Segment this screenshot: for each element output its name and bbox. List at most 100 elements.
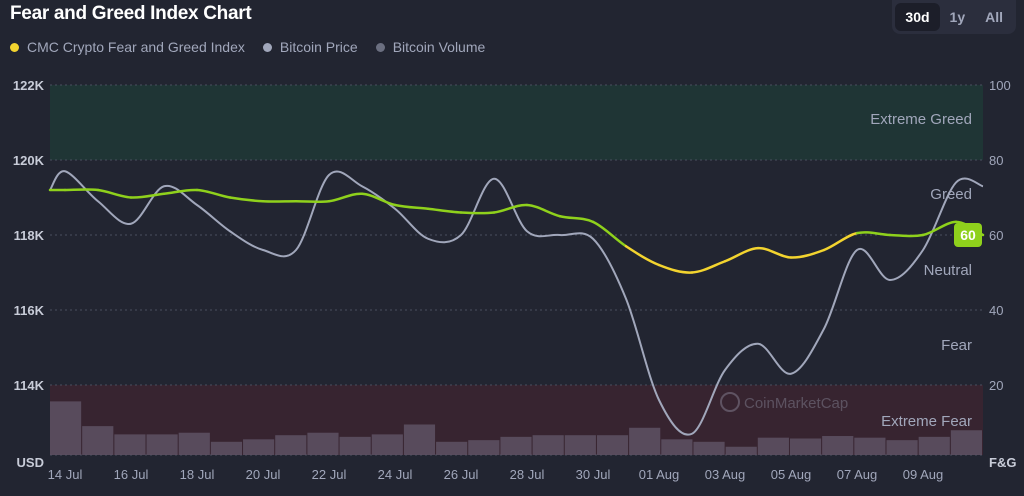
left-axis-tick: 116K bbox=[14, 303, 45, 318]
left-axis-tick: 114K bbox=[14, 378, 45, 393]
fear-greed-line-segment bbox=[228, 196, 265, 203]
x-axis-tick: 01 Aug bbox=[639, 467, 680, 482]
x-axis-tick: 03 Aug bbox=[705, 467, 746, 482]
left-axis-tick: 118K bbox=[14, 228, 45, 243]
fear-greed-line-segment bbox=[591, 220, 628, 248]
legend-item-bitcoin-volume[interactable]: Bitcoin Volume bbox=[375, 39, 486, 55]
fear-greed-line-segment bbox=[393, 203, 430, 210]
x-axis-tick: 07 Aug bbox=[837, 467, 878, 482]
legend-item-fear-greed[interactable]: CMC Crypto Fear and Greed Index bbox=[10, 39, 245, 55]
zone-label: Fear bbox=[941, 337, 972, 354]
fear-greed-line-segment bbox=[888, 233, 925, 238]
volume-bar bbox=[82, 426, 114, 455]
left-axis-label: USD bbox=[17, 455, 44, 470]
volume-bar bbox=[596, 435, 629, 455]
range-1y-button[interactable]: 1y bbox=[949, 9, 966, 25]
volume-bar bbox=[693, 441, 725, 455]
fear-greed-line-segment bbox=[327, 192, 364, 203]
current-value-text: 60 bbox=[960, 227, 976, 243]
legend-dot-icon bbox=[262, 42, 272, 52]
fear-greed-line-segment bbox=[855, 231, 892, 237]
current-value-badge bbox=[954, 223, 982, 247]
volume-bar bbox=[854, 437, 886, 455]
fear-greed-line-segment bbox=[63, 188, 100, 192]
x-axis-tick: 22 Jul bbox=[312, 467, 347, 482]
coinmarketcap-logo-icon bbox=[720, 392, 740, 412]
volume-bar bbox=[403, 424, 436, 455]
right-axis-tick: 20 bbox=[989, 378, 1003, 393]
fear-greed-line-segment bbox=[723, 246, 760, 263]
fear-greed-line-segment bbox=[294, 200, 331, 204]
fear-greed-line-segment bbox=[162, 188, 199, 195]
volume-bar bbox=[436, 441, 468, 455]
x-axis-tick: 14 Jul bbox=[48, 467, 83, 482]
range-all-button[interactable]: All bbox=[985, 9, 1003, 25]
range-selector: 30d 1y All bbox=[892, 0, 1016, 34]
x-axis-tick: 16 Jul bbox=[114, 467, 149, 482]
volume-bar bbox=[371, 434, 403, 455]
x-axis-tick: 18 Jul bbox=[180, 467, 215, 482]
volume-bar bbox=[275, 435, 307, 455]
zone-label: Greed bbox=[930, 186, 972, 203]
x-axis-tick: 20 Jul bbox=[246, 467, 281, 482]
x-axis-tick: 09 Aug bbox=[903, 467, 944, 482]
x-axis-tick: 30 Jul bbox=[576, 467, 611, 482]
zone-extreme-greed bbox=[50, 85, 983, 160]
page-title: Fear and Greed Index Chart bbox=[10, 3, 252, 24]
watermark: CoinMarketCap bbox=[744, 395, 848, 412]
volume-bar bbox=[339, 436, 371, 455]
fear-greed-line-segment bbox=[921, 220, 958, 237]
volume-bar bbox=[661, 439, 693, 455]
x-axis-tick: 26 Jul bbox=[444, 467, 479, 482]
volume-bar bbox=[307, 432, 339, 455]
fear-greed-line-segment bbox=[492, 203, 529, 214]
x-axis-tick: 24 Jul bbox=[378, 467, 413, 482]
legend-dot-icon bbox=[10, 42, 19, 52]
fear-greed-line-segment bbox=[195, 188, 232, 199]
fear-greed-line-segment bbox=[459, 211, 496, 215]
fear-greed-line-segment bbox=[789, 248, 826, 259]
legend-label: Bitcoin Volume bbox=[392, 39, 486, 55]
fear-greed-line-segment bbox=[360, 192, 397, 207]
left-axis-tick: 120K bbox=[13, 153, 45, 168]
fear-greed-line-segment bbox=[756, 246, 793, 259]
volume-bar bbox=[918, 436, 950, 455]
legend-item-bitcoin-price[interactable]: Bitcoin Price bbox=[262, 39, 358, 55]
fear-greed-line-segment bbox=[426, 207, 463, 214]
fear-greed-line-segment bbox=[96, 188, 133, 199]
volume-bar bbox=[178, 432, 210, 455]
right-axis-tick: 40 bbox=[989, 303, 1003, 318]
volume-bar bbox=[822, 436, 854, 455]
x-axis-tick: 05 Aug bbox=[771, 467, 812, 482]
chart-legend: CMC Crypto Fear and Greed Index Bitcoin … bbox=[10, 39, 485, 55]
right-axis-tick: 80 bbox=[989, 153, 1003, 168]
volume-bar bbox=[886, 440, 918, 455]
volume-bar bbox=[757, 437, 789, 455]
left-axis-tick: 122K bbox=[13, 78, 45, 93]
zone-label: Extreme Fear bbox=[881, 413, 972, 430]
volume-bar bbox=[50, 401, 82, 455]
volume-bar bbox=[210, 441, 243, 455]
volume-bar bbox=[564, 435, 596, 455]
fear-greed-line-segment bbox=[690, 260, 727, 274]
volume-bar bbox=[629, 427, 661, 455]
fear-greed-line-segment bbox=[624, 245, 661, 267]
fear-greed-line-segment bbox=[129, 192, 166, 199]
x-axis-tick: 28 Jul bbox=[510, 467, 545, 482]
range-30d-button[interactable]: 30d bbox=[895, 3, 940, 31]
zone-label: Neutral bbox=[924, 262, 972, 279]
volume-bar bbox=[243, 439, 275, 455]
legend-label: CMC Crypto Fear and Greed Index bbox=[27, 39, 245, 55]
volume-bar bbox=[468, 440, 500, 455]
volume-bar bbox=[146, 434, 178, 455]
fear-greed-line-segment bbox=[657, 263, 694, 274]
volume-bar bbox=[532, 435, 564, 455]
volume-bar bbox=[500, 436, 532, 455]
legend-label: Bitcoin Price bbox=[279, 39, 358, 55]
right-axis-tick: 100 bbox=[989, 78, 1011, 93]
zone-label: Extreme Greed bbox=[870, 111, 972, 128]
bitcoin-price-line bbox=[49, 170, 984, 436]
right-axis-label: F&G bbox=[989, 455, 1016, 470]
fear-greed-line-segment bbox=[822, 231, 859, 252]
